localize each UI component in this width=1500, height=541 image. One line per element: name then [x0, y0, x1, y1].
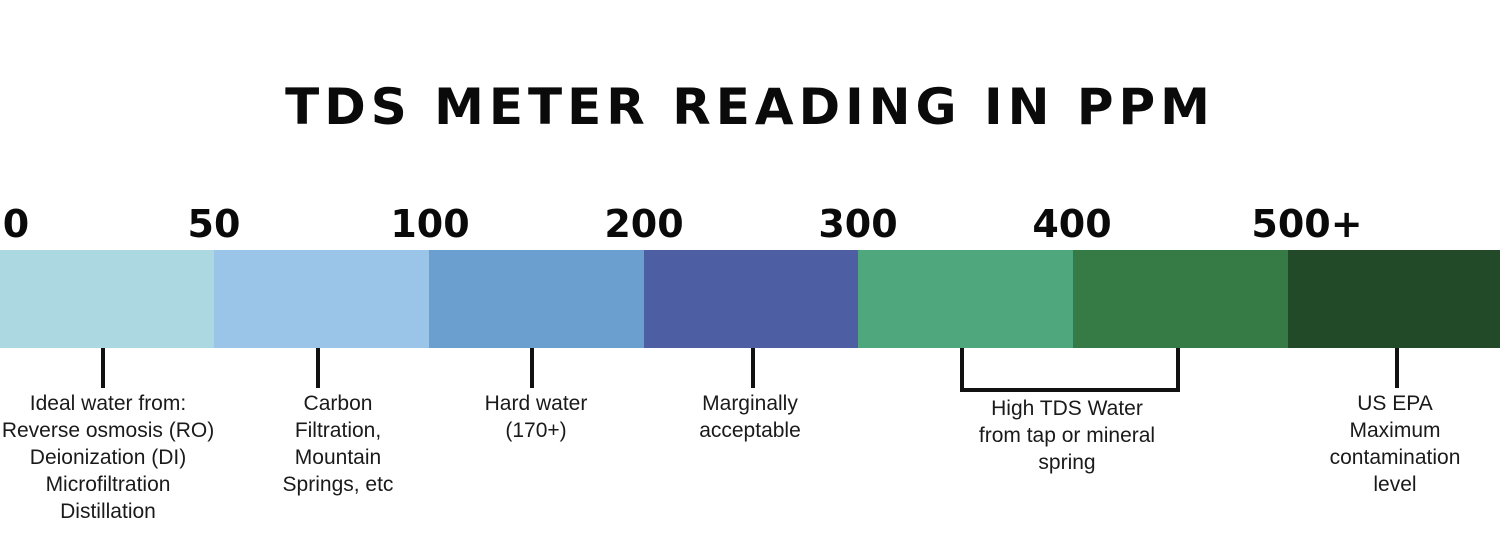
pointer-marginally-acceptable [751, 348, 755, 388]
segment-200-300 [644, 250, 858, 348]
tick-400: 400 [1032, 202, 1112, 246]
segment-0-50 [0, 250, 214, 348]
pointer-us-epa [1395, 348, 1399, 388]
segment-400-500 [1073, 250, 1288, 348]
segment-50-100 [214, 250, 429, 348]
tick-500-plus: 500+ [1251, 202, 1363, 246]
label-us-epa: US EPA Maximum contamination level [1329, 392, 1461, 496]
label-high-tds-water: High TDS Water from tap or mineral sprin… [978, 397, 1156, 474]
bracket-left-leg [960, 348, 964, 392]
tick-300: 300 [818, 202, 898, 246]
tick-200: 200 [604, 202, 684, 246]
segment-100-200 [429, 250, 644, 348]
bracket-base [960, 388, 1180, 392]
pointer-ideal-water [101, 348, 105, 388]
tick-100: 100 [390, 202, 470, 246]
pointer-carbon-filtration [316, 348, 320, 388]
tick-0: 0 [2, 202, 30, 246]
bracket-right-leg [1176, 348, 1180, 392]
segment-500-plus [1288, 250, 1500, 348]
label-carbon-filtration: Carbon Filtration, Mountain Springs, etc [282, 392, 394, 496]
segment-300-400 [858, 250, 1073, 348]
diagram-title: TDS METER READING IN PPM [285, 78, 1215, 136]
tick-50: 50 [187, 202, 241, 246]
pointer-hard-water [530, 348, 534, 388]
label-ideal-water: Ideal water from: Reverse osmosis (RO) D… [1, 392, 215, 523]
label-marginally-acceptable: Marginally acceptable [699, 392, 801, 442]
label-hard-water: Hard water (170+) [484, 392, 588, 442]
